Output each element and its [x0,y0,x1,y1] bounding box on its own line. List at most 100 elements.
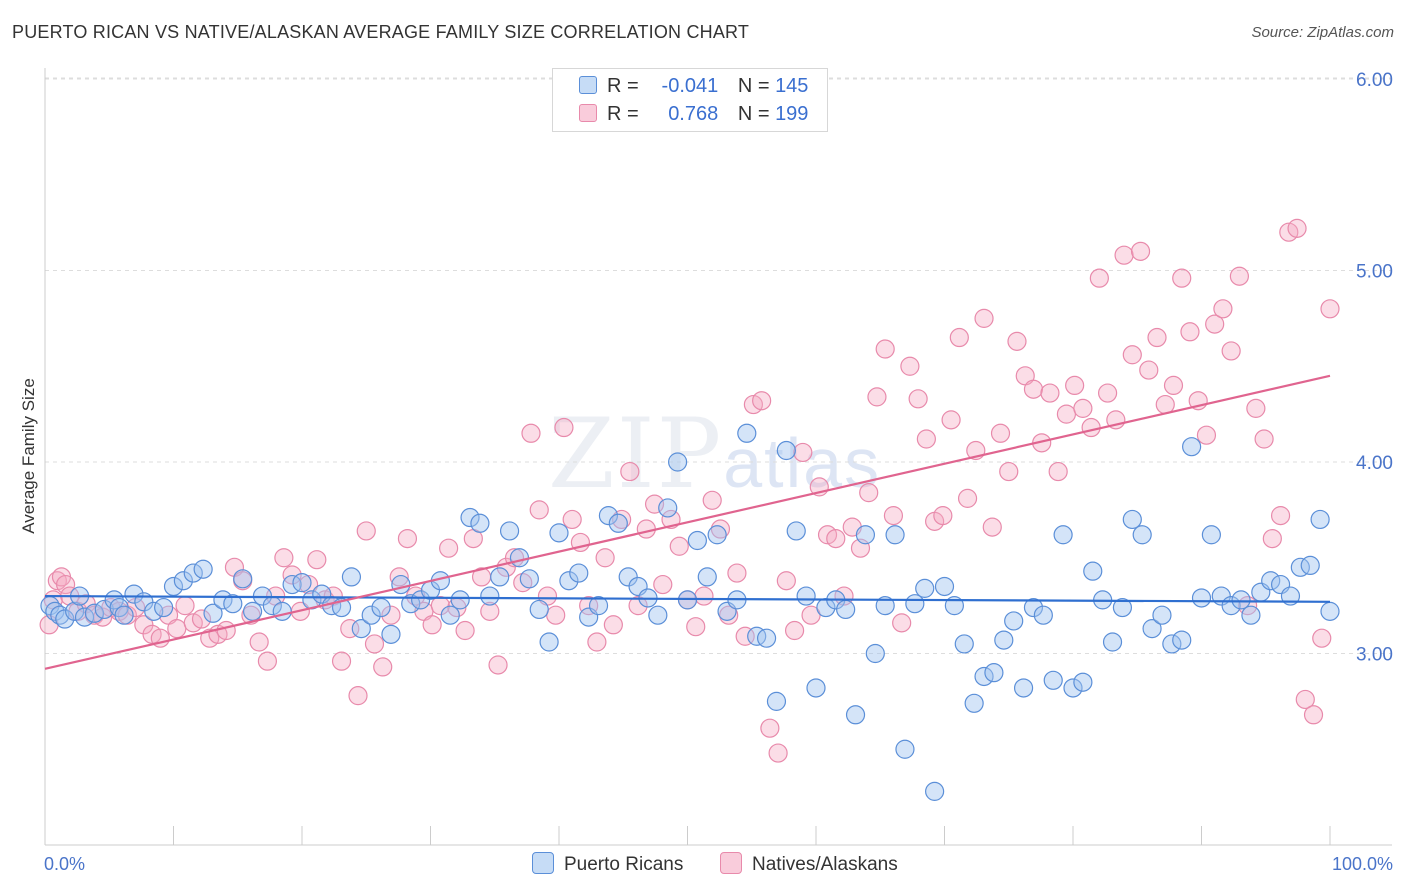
point-puerto-rican [1102,632,1123,652]
point-puerto-rican [984,663,1004,683]
point-puerto-rican [855,525,876,545]
point-puerto-rican [1231,590,1251,610]
point-puerto-rican [193,559,213,579]
point-puerto-rican [569,563,589,583]
point-native-alaskan [694,586,714,606]
point-puerto-rican [341,567,362,587]
point-native-alaskan [727,563,747,583]
point-native-alaskan [1213,299,1233,319]
point-puerto-rican [282,574,302,595]
point-native-alaskan [957,488,978,508]
point-puerto-rican [598,506,619,526]
point-puerto-rican [1142,619,1162,639]
point-native-alaskan [1073,398,1093,418]
point-native-alaskan [430,596,450,616]
trend-line-puerto-ricans [44,594,1331,603]
point-native-alaskan [175,596,195,616]
point-puerto-rican [509,548,530,568]
point-puerto-rican [588,596,609,616]
point-native-alaskan [1089,268,1109,288]
point-native-alaskan [875,339,895,359]
point-puerto-rican [381,624,401,644]
point-native-alaskan [801,605,821,625]
point-puerto-rican [401,594,421,614]
point-native-alaskan [331,651,352,671]
point-puerto-rican [845,705,866,725]
legend-swatch-blue [579,76,597,94]
point-puerto-rican [1023,597,1044,618]
point-puerto-rican [865,643,885,664]
bottom-legend-natives-alaskans: Natives/Alaskans [720,852,898,876]
point-puerto-rican [954,634,974,654]
point-puerto-rican [885,525,905,545]
point-puerto-rican [1261,571,1281,591]
point-puerto-rican [65,601,85,621]
point-puerto-rican [411,590,431,610]
legend-r-label: R = [607,75,639,97]
point-puerto-rican [1083,561,1103,581]
point-native-alaskan [752,391,772,411]
y-tick-label: 5.00 [1356,262,1393,283]
point-puerto-rican [55,609,75,629]
point-native-alaskan [356,521,376,541]
point-puerto-rican [915,578,935,598]
point-native-alaskan [669,536,689,556]
point-puerto-rican [608,513,628,533]
point-native-alaskan [1114,245,1134,265]
legend-r-value: -0.041 [661,75,719,97]
point-native-alaskan [587,632,607,652]
point-puerto-rican [490,567,510,587]
bottom-legend-puerto-ricans: Puerto Ricans [532,852,683,876]
point-puerto-rican [697,567,717,587]
point-puerto-rican [233,569,253,589]
point-native-alaskan [949,327,969,348]
watermark: ZIPatlas [548,398,881,510]
point-puerto-rican [203,603,223,623]
point-puerto-rican [351,619,371,639]
legend-row-puerto-ricans: R = -0.041 N = 145 [579,75,808,98]
point-native-alaskan [1270,506,1291,526]
point-native-alaskan [1303,705,1324,725]
point-puerto-rican [183,563,203,583]
point-puerto-rican [84,603,105,623]
point-puerto-rican [707,525,727,545]
point-puerto-rican [895,739,915,759]
point-native-alaskan [1007,331,1027,351]
point-native-alaskan [348,686,368,706]
legend-swatch-pink [579,104,597,122]
point-native-alaskan [784,620,805,641]
point-puerto-rican [964,693,984,713]
point-native-alaskan [134,615,154,635]
point-puerto-rican [470,513,490,533]
point-native-alaskan [55,574,76,595]
point-puerto-rican [460,507,480,528]
point-puerto-rican [796,586,816,606]
point-puerto-rican [756,628,777,648]
point-puerto-rican [1043,670,1063,690]
point-native-alaskan [702,490,722,510]
point-native-alaskan [1180,322,1200,342]
point-puerto-rican [124,584,144,604]
point-native-alaskan [191,609,212,629]
point-native-alaskan [735,626,755,646]
point-puerto-rican [549,523,569,543]
point-puerto-rican [440,605,460,625]
point-puerto-rican [519,569,539,589]
grid-lines [45,77,1392,654]
point-native-alaskan [859,483,879,503]
point-puerto-rican [618,567,638,587]
point-native-alaskan [1163,375,1184,395]
point-puerto-rican [974,666,994,687]
point-puerto-rican [499,521,520,541]
legend-r-value: 0.768 [668,103,719,125]
point-native-alaskan [340,619,360,639]
point-puerto-rican [539,632,559,652]
point-puerto-rican [173,571,193,591]
series-natives-alaskans [39,218,1340,763]
point-puerto-rican [737,423,757,443]
point-native-alaskan [892,613,912,633]
bottom-legend-swatch-blue [532,852,554,874]
watermark-zip: ZIP [548,398,724,510]
y-tick-label: 3.00 [1356,645,1393,666]
